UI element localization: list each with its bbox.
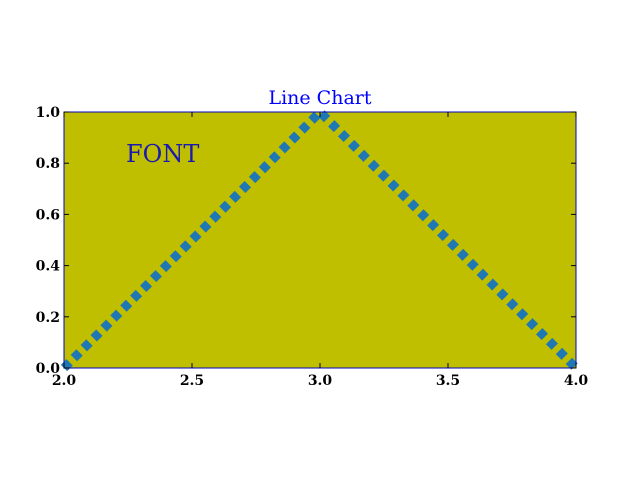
y-tick-label: 0.4 bbox=[36, 259, 61, 275]
y-tick-label: 0.2 bbox=[36, 310, 60, 326]
chart-title: Line Chart bbox=[268, 87, 371, 109]
series-line-0 bbox=[60, 105, 580, 372]
x-tick-label: 2.0 bbox=[52, 373, 77, 389]
x-tick-label: 3.0 bbox=[308, 373, 333, 389]
series-layer bbox=[60, 105, 580, 372]
y-tick-label: 0.0 bbox=[36, 361, 61, 377]
y-tick-label: 0.8 bbox=[36, 156, 60, 172]
x-tick-label: 2.5 bbox=[180, 373, 204, 389]
y-tick-label: 0.6 bbox=[36, 207, 60, 223]
x-tick-label: 4.0 bbox=[564, 373, 589, 389]
ticks-layer: 2.0 2.5 3.0 3.5 4.0 0.0 0.2 0.4 0.6 0.8 1.0 bbox=[36, 105, 589, 389]
y-tick-label: 1.0 bbox=[36, 105, 61, 121]
font-annotation: FONT bbox=[126, 140, 199, 168]
x-tick-label: 3.5 bbox=[436, 373, 460, 389]
plot-area-background bbox=[64, 112, 576, 368]
